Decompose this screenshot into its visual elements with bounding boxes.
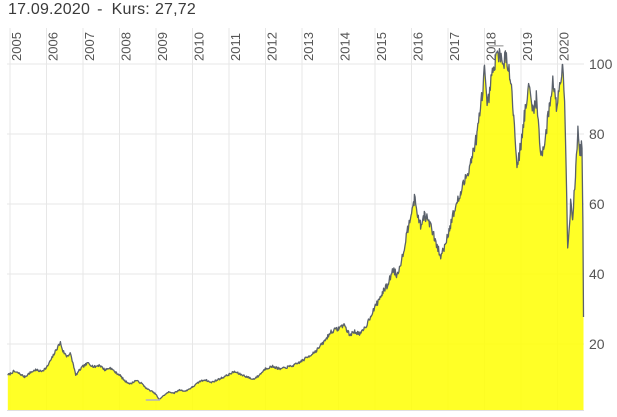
price-area-fill bbox=[7, 48, 584, 410]
x-axis-year-label: 2008 bbox=[119, 32, 134, 61]
chart-header: 17.09.2020- Kurs: 27,72 bbox=[8, 1, 196, 19]
separator-dash: - bbox=[97, 1, 103, 18]
price-line bbox=[7, 48, 585, 401]
x-axis-year-label: 2016 bbox=[411, 32, 426, 61]
x-axis-year-label: 2006 bbox=[46, 32, 61, 61]
x-axis-year-label: 2015 bbox=[374, 32, 389, 61]
y-axis-price-label: 60 bbox=[589, 196, 605, 212]
x-axis-year-label: 2007 bbox=[82, 32, 97, 61]
y-axis-price-label: 100 bbox=[589, 56, 613, 72]
axis-labels: 2005 2006 2007 2008 2009 2010 2011 2012 2013 2014… bbox=[9, 32, 613, 352]
x-axis-year-label: 2009 bbox=[155, 32, 170, 61]
y-axis-price-label: 20 bbox=[589, 336, 605, 352]
x-axis-year-label: 2011 bbox=[228, 33, 243, 61]
price-label: Kurs: bbox=[111, 1, 150, 18]
x-axis-year-label: 2012 bbox=[265, 32, 280, 61]
x-axis-year-label: 2010 bbox=[192, 32, 207, 61]
x-axis-year-label: 2005 bbox=[9, 32, 24, 61]
y-axis-price-label: 80 bbox=[589, 126, 605, 142]
x-axis-year-label: 2020 bbox=[557, 32, 572, 61]
x-axis-year-label: 2019 bbox=[520, 32, 535, 61]
x-axis-year-label: 2013 bbox=[301, 32, 316, 61]
x-axis-year-label: 2014 bbox=[338, 32, 353, 61]
price-value: 27,72 bbox=[154, 1, 196, 18]
x-axis-year-label: 2017 bbox=[447, 32, 462, 61]
date-label: 17.09.2020 bbox=[8, 1, 91, 18]
y-axis-price-label: 40 bbox=[589, 266, 605, 282]
